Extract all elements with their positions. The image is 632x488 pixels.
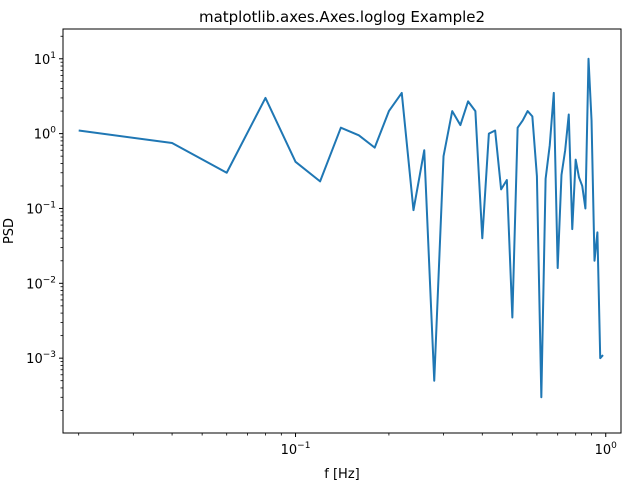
plot-area (63, 29, 621, 433)
x-tick-label: 100 (595, 441, 618, 458)
chart-title: matplotlib.axes.Axes.loglog Example2 (199, 8, 485, 26)
y-tick-label: 101 (34, 51, 56, 68)
x-tick-label: 10−1 (281, 441, 311, 458)
series-line (78, 57, 604, 399)
y-axis-label: PSD (2, 218, 17, 244)
y-tick-label: 10−2 (26, 275, 56, 292)
y-tick-label: 100 (34, 126, 57, 143)
y-tick-label: 10−3 (26, 350, 56, 367)
x-axis-label: f [Hz] (324, 467, 359, 482)
major-ticks: 10−1 100 10−3 10−2 10−1 100 101 (26, 51, 617, 458)
plot-frame (62, 28, 622, 434)
y-tick-label: 10−1 (26, 200, 56, 217)
